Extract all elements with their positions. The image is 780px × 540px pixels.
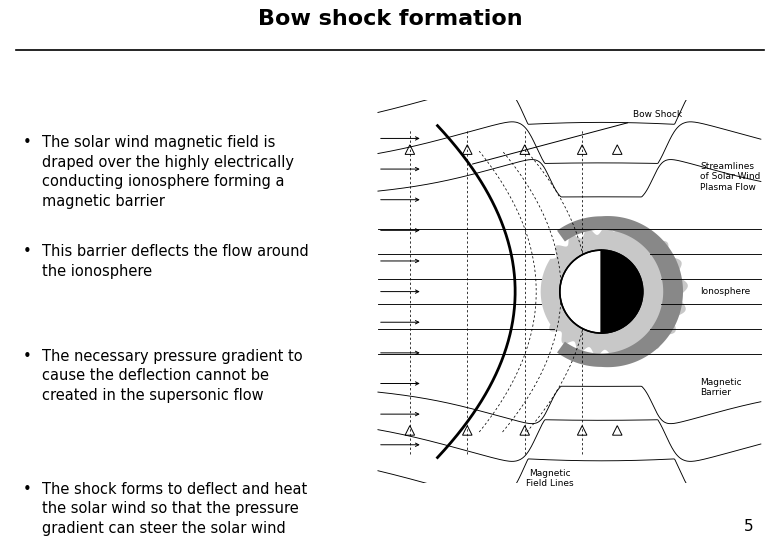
Text: This barrier deflects the flow around
the ionosphere: This barrier deflects the flow around th… bbox=[42, 244, 309, 279]
Wedge shape bbox=[601, 250, 643, 333]
Text: Magnetic
Field Lines: Magnetic Field Lines bbox=[526, 469, 574, 488]
Text: Magnetic
Barrier: Magnetic Barrier bbox=[700, 377, 742, 397]
Text: The shock forms to deflect and heat
the solar wind so that the pressure
gradient: The shock forms to deflect and heat the … bbox=[42, 482, 307, 540]
Text: •: • bbox=[23, 349, 32, 363]
Text: The necessary pressure gradient to
cause the deflection cannot be
created in the: The necessary pressure gradient to cause… bbox=[42, 349, 303, 403]
Text: •: • bbox=[23, 135, 32, 150]
Text: Ionosphere: Ionosphere bbox=[700, 287, 750, 296]
Text: 5: 5 bbox=[744, 519, 753, 534]
Polygon shape bbox=[541, 224, 688, 359]
Wedge shape bbox=[560, 250, 601, 333]
Text: •: • bbox=[23, 482, 32, 497]
Text: The solar wind magnetic field is
draped over the highly electrically
conducting : The solar wind magnetic field is draped … bbox=[42, 135, 294, 209]
Polygon shape bbox=[557, 216, 683, 367]
Text: Bow Shock: Bow Shock bbox=[473, 110, 682, 164]
Text: Streamlines
of Solar Wind
Plasma Flow: Streamlines of Solar Wind Plasma Flow bbox=[700, 162, 760, 192]
Text: •: • bbox=[23, 244, 32, 259]
Text: Bow shock formation: Bow shock formation bbox=[257, 9, 523, 29]
